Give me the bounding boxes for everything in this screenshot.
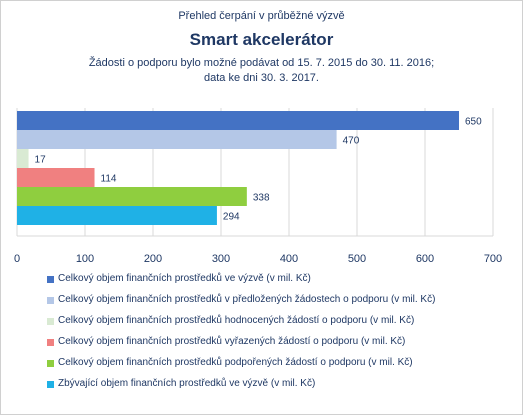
x-tick-label: 500 — [348, 253, 366, 265]
bar — [17, 187, 247, 206]
legend-swatch — [47, 297, 54, 304]
bar-chart: 0 100 200 300 400 500 600 700 650 470 17 114 338 294 — [14, 108, 502, 265]
legend-swatch — [47, 381, 54, 388]
legend-label: Celkový objem finančních prostředků podp… — [58, 357, 413, 368]
legend-swatch — [47, 339, 54, 346]
subtitle-line-1: Žádosti o podporu bylo možné podávat od … — [88, 57, 435, 69]
x-tick-label: 100 — [76, 253, 94, 265]
bar-data-label: 114 — [101, 174, 117, 185]
x-tick-label: 400 — [280, 253, 298, 265]
x-tick-label: 700 — [484, 253, 502, 265]
legend-swatch — [47, 360, 54, 367]
legend-swatch — [47, 318, 54, 325]
x-tick-label: 600 — [416, 253, 434, 265]
bar — [17, 149, 29, 168]
bar — [17, 168, 95, 187]
chart-subtitle: Žádosti o podporu bylo možné podávat od … — [0, 56, 523, 86]
legend-label: Celkový objem finančních prostředků vyřa… — [58, 336, 406, 347]
bar-data-label: 294 — [223, 212, 240, 223]
legend-label: Celkový objem finančních prostředků v př… — [58, 294, 436, 305]
bar-data-label: 470 — [343, 136, 360, 147]
bar — [17, 206, 217, 225]
legend-label: Celkový objem finančních prostředků hodn… — [58, 315, 415, 326]
bar-data-label: 17 — [35, 155, 47, 166]
bar — [17, 111, 459, 130]
subtitle-line-2: data ke dni 30. 3. 2017. — [204, 72, 319, 84]
x-tick-label: 200 — [144, 253, 162, 265]
legend-label: Zbývající objem finančních prostředků ve… — [58, 378, 316, 389]
bar-data-label: 650 — [465, 117, 482, 128]
bar-data-label: 338 — [253, 193, 270, 204]
legend-swatch — [47, 276, 54, 283]
x-tick-label: 0 — [14, 253, 20, 265]
x-tick-label: 300 — [212, 253, 230, 265]
legend-label: Celkový objem finančních prostředků ve v… — [58, 273, 311, 284]
bar — [17, 130, 337, 149]
chart-supertitle: Přehled čerpání v průběžné výzvě — [178, 10, 345, 22]
chart-title: Smart akcelerátor — [189, 30, 334, 49]
